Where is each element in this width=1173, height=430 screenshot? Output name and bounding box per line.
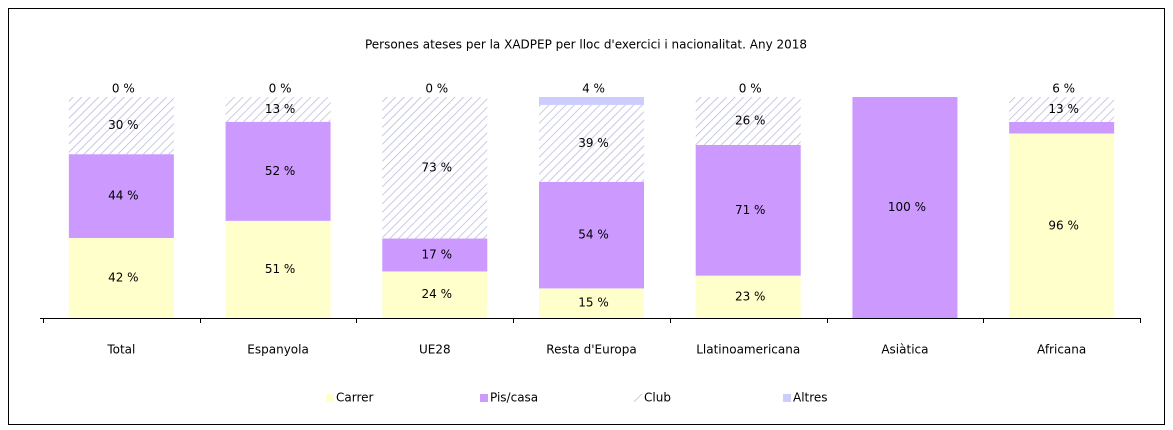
data-label: 13 %	[265, 102, 296, 116]
data-label: 0 %	[112, 82, 135, 96]
x-tick-label: Espanyola	[247, 343, 309, 357]
legend-swatch	[783, 394, 791, 402]
data-label: 15 %	[578, 296, 609, 310]
data-label: 96 %	[1048, 218, 1079, 232]
data-label: 100 %	[888, 200, 926, 214]
bar-segment	[1009, 121, 1115, 134]
data-label: 0 %	[269, 82, 292, 96]
bar-segment	[1009, 97, 1115, 122]
data-label: 52 %	[265, 164, 296, 178]
bar-segment	[695, 144, 801, 276]
legend-label: Carrer	[336, 391, 374, 405]
legend-swatch	[326, 394, 334, 402]
x-tick-label: Resta d'Europa	[546, 343, 636, 357]
data-label: 39 %	[578, 136, 609, 150]
bar-segment	[382, 238, 488, 272]
x-tick-label: Asiàtica	[881, 343, 928, 357]
data-label: 73 %	[422, 160, 453, 174]
legend-label: Pis/casa	[490, 391, 538, 405]
data-label: 71 %	[735, 203, 766, 217]
data-label: 54 %	[578, 228, 609, 242]
bar-segment	[68, 154, 174, 238]
x-tick-label: Africana	[1037, 343, 1086, 357]
data-label: 4 %	[582, 82, 605, 96]
data-label: 51 %	[265, 262, 296, 276]
data-label: 23 %	[735, 289, 766, 303]
data-label: 17 %	[422, 247, 453, 261]
bar-segment	[539, 288, 644, 318]
legend-label: Altres	[793, 391, 828, 405]
bar-segment	[225, 121, 331, 221]
x-tick-label: UE28	[419, 343, 451, 357]
bar-segment	[382, 271, 488, 318]
chart-title: Persones ateses per la XADPEP per lloc d…	[365, 38, 807, 52]
legend-swatch	[634, 394, 642, 402]
bar-segment	[539, 104, 644, 182]
bar-segment	[225, 97, 331, 122]
x-tick-label: Llatinoamericana	[696, 343, 800, 357]
data-label: 0 %	[425, 82, 448, 96]
data-label: 6 %	[1052, 82, 1075, 96]
bar-segment	[695, 275, 801, 318]
data-label: 30 %	[108, 118, 139, 132]
bar-segment	[539, 181, 644, 289]
data-label: 26 %	[735, 113, 766, 127]
bar-segment	[1009, 133, 1115, 318]
bar-segment	[225, 220, 331, 318]
x-tick-label: Total	[106, 343, 135, 357]
bar-segment	[539, 97, 644, 105]
bar-segment	[852, 97, 958, 318]
data-label: 0 %	[739, 82, 762, 96]
data-label: 42 %	[108, 270, 139, 284]
bar-segment	[68, 97, 174, 155]
data-label: 24 %	[422, 287, 453, 301]
data-label: 44 %	[108, 189, 139, 203]
bar-segment	[68, 237, 174, 318]
bar-segment	[695, 97, 801, 145]
bar-segment	[382, 97, 488, 239]
legend-label: Club	[644, 391, 671, 405]
data-label: 13 %	[1048, 102, 1079, 116]
legend-swatch	[480, 394, 488, 402]
